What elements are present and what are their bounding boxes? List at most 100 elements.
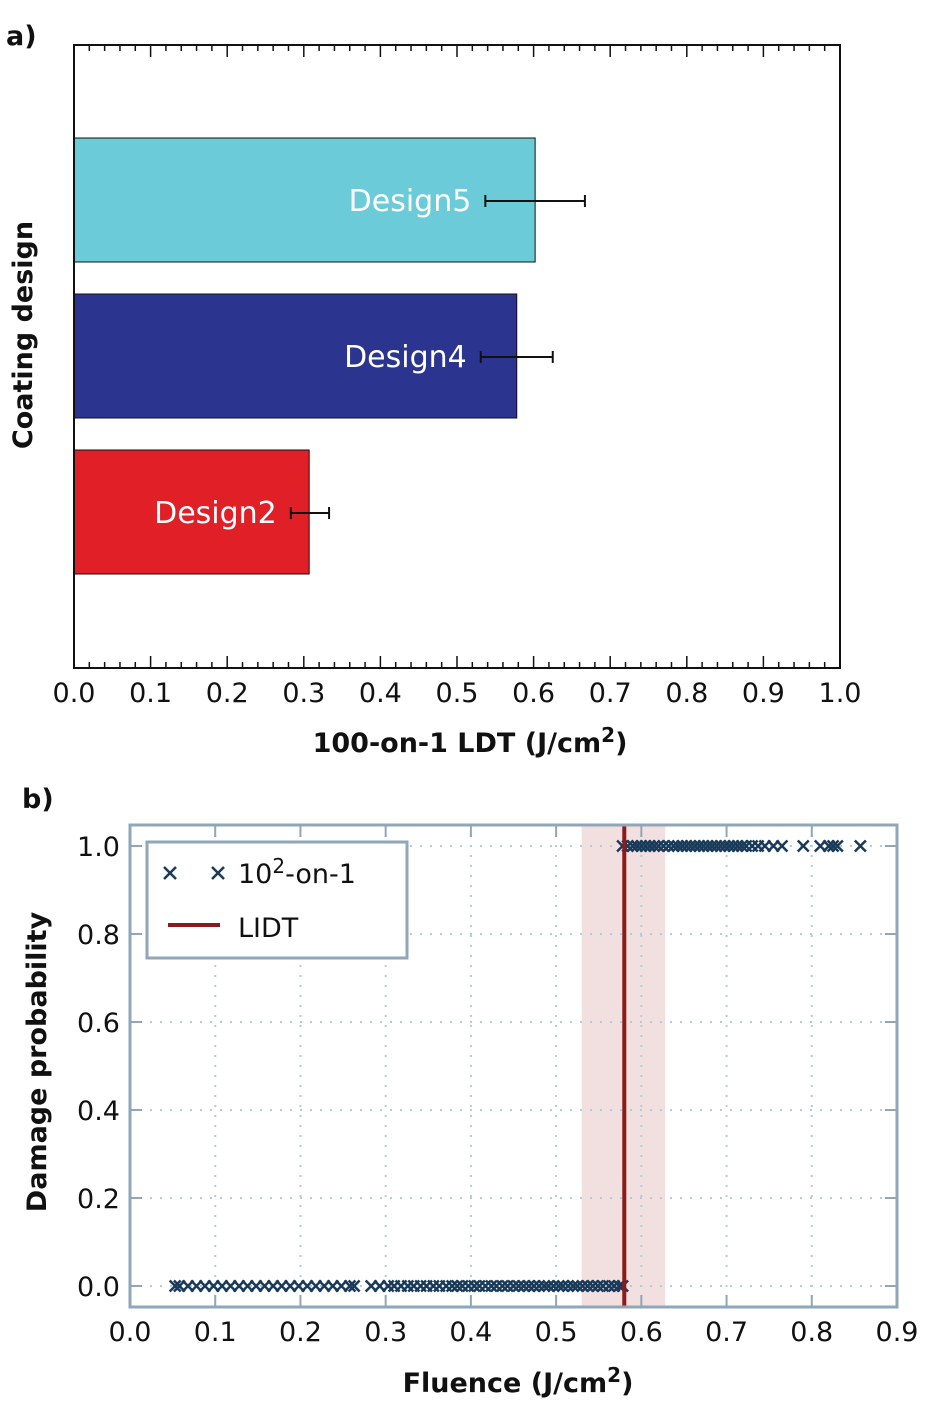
y-tick-label-b: 0.6: [77, 1008, 120, 1039]
data-point-x: [566, 1279, 580, 1293]
x-marker: [343, 1279, 357, 1293]
x-marker: [591, 1279, 605, 1293]
y-tick-label-b: 0.4: [77, 1096, 120, 1127]
data-point-x: [796, 839, 810, 853]
legend-x-marker: [163, 866, 177, 880]
x-tick-label-b: 0.4: [449, 1317, 492, 1348]
x-tick-label-a: 0.3: [282, 678, 325, 709]
x-marker: [522, 1279, 536, 1293]
data-point-x: [532, 1279, 546, 1293]
x-tick-label-b: 0.9: [876, 1317, 919, 1348]
data-point-x: [571, 1279, 584, 1293]
x-tick-label-b: 0.1: [194, 1317, 237, 1348]
data-point-x: [507, 1279, 520, 1293]
x-marker: [576, 1279, 589, 1293]
data-point-x: [517, 1279, 531, 1293]
x-tick-label-a: 0.4: [359, 678, 402, 709]
x-marker: [561, 1279, 575, 1293]
x-tick-label-b: 0.5: [535, 1317, 578, 1348]
superscript: 2: [272, 854, 285, 878]
panel-label-a: a): [6, 21, 37, 52]
superscript: 2: [607, 1363, 621, 1387]
legend-x-marker: [211, 866, 225, 880]
legend-label-scatter: 102-on-1: [238, 854, 356, 890]
data-point-x: [576, 1279, 589, 1293]
data-point-x: [561, 1279, 575, 1293]
x-marker: [566, 1279, 580, 1293]
x-tick-label-b: 0.6: [620, 1317, 663, 1348]
y-axis-label-a: Coating design: [8, 221, 39, 449]
x-marker: [586, 1279, 600, 1293]
x-marker: [581, 1279, 595, 1293]
data-point-x: [343, 1279, 357, 1293]
data-point-x: [735, 839, 749, 853]
x-marker: [853, 839, 867, 853]
x-marker: [450, 1279, 464, 1293]
data-point-x: [547, 1279, 560, 1293]
x-marker: [556, 1279, 570, 1293]
x-marker: [735, 839, 749, 853]
x-tick-label-a: 0.6: [512, 678, 555, 709]
y-tick-label-b: 0.8: [77, 920, 120, 951]
x-marker: [826, 839, 840, 853]
data-point-x: [775, 839, 789, 853]
x-tick-label-b: 0.7: [705, 1317, 748, 1348]
bar-label-Design4: Design4: [344, 340, 467, 375]
x-axis-label-b: Fluence (J/cm2): [403, 1363, 634, 1399]
y-tick-label-b: 0.2: [77, 1184, 120, 1215]
data-point-x: [484, 1279, 498, 1293]
y-axis-label-b: Damage probability: [22, 911, 53, 1212]
x-marker: [796, 839, 810, 853]
x-marker: [547, 1279, 560, 1293]
data-point-x: [542, 1279, 555, 1293]
x-marker: [647, 839, 661, 853]
plot-frame-b: [128, 823, 899, 1309]
data-point-x: [826, 839, 840, 853]
data-point-x: [647, 839, 661, 853]
data-point-x: [467, 1279, 481, 1293]
data-point-x: [602, 1279, 616, 1293]
data-point-x: [556, 1279, 570, 1293]
x-tick-label-a: 0.0: [53, 678, 96, 709]
x-tick-label-a: 0.9: [742, 678, 785, 709]
data-point-x: [347, 1279, 361, 1293]
data-point-x: [657, 839, 670, 853]
x-axis-label-a: 100-on-1 LDT (J/cm2): [313, 723, 628, 759]
data-point-x: [450, 1279, 464, 1293]
data-point-x: [591, 1279, 605, 1293]
data-point-x: [522, 1279, 536, 1293]
x-marker: [467, 1279, 481, 1293]
legend: 102-on-1 LIDT: [145, 840, 409, 960]
x-marker: [347, 1279, 361, 1293]
x-marker: [602, 1279, 616, 1293]
data-point-x: [445, 1279, 459, 1293]
x-marker: [775, 839, 789, 853]
data-point-x: [853, 839, 867, 853]
x-marker: [445, 1279, 459, 1293]
x-marker: [651, 839, 665, 853]
x-marker: [484, 1279, 498, 1293]
bar-Design5: [73, 137, 536, 263]
x-marker: [662, 839, 675, 853]
data-point-x: [581, 1279, 595, 1293]
x-marker: [496, 1279, 509, 1293]
legend-box: [145, 840, 409, 960]
label-end: ): [615, 728, 627, 759]
x-tick-label-a: 1.0: [819, 678, 862, 709]
data-point-x: [552, 1279, 566, 1293]
y-tick-label-b: 0.0: [77, 1272, 120, 1303]
x-marker: [537, 1279, 551, 1293]
x-marker: [830, 839, 844, 853]
x-tick-label-a: 0.2: [206, 678, 249, 709]
x-marker: [168, 1279, 182, 1293]
data-point-x: [586, 1279, 600, 1293]
x-marker: [527, 1279, 541, 1293]
x-marker: [507, 1279, 520, 1293]
x-tick-label-a: 0.7: [589, 678, 632, 709]
bar-Design4: [73, 293, 518, 419]
legend-label-lidt: LIDT: [238, 913, 299, 944]
data-point-x: [512, 1279, 525, 1293]
superscript: 2: [601, 723, 615, 747]
bar-label-Design5: Design5: [349, 184, 472, 219]
